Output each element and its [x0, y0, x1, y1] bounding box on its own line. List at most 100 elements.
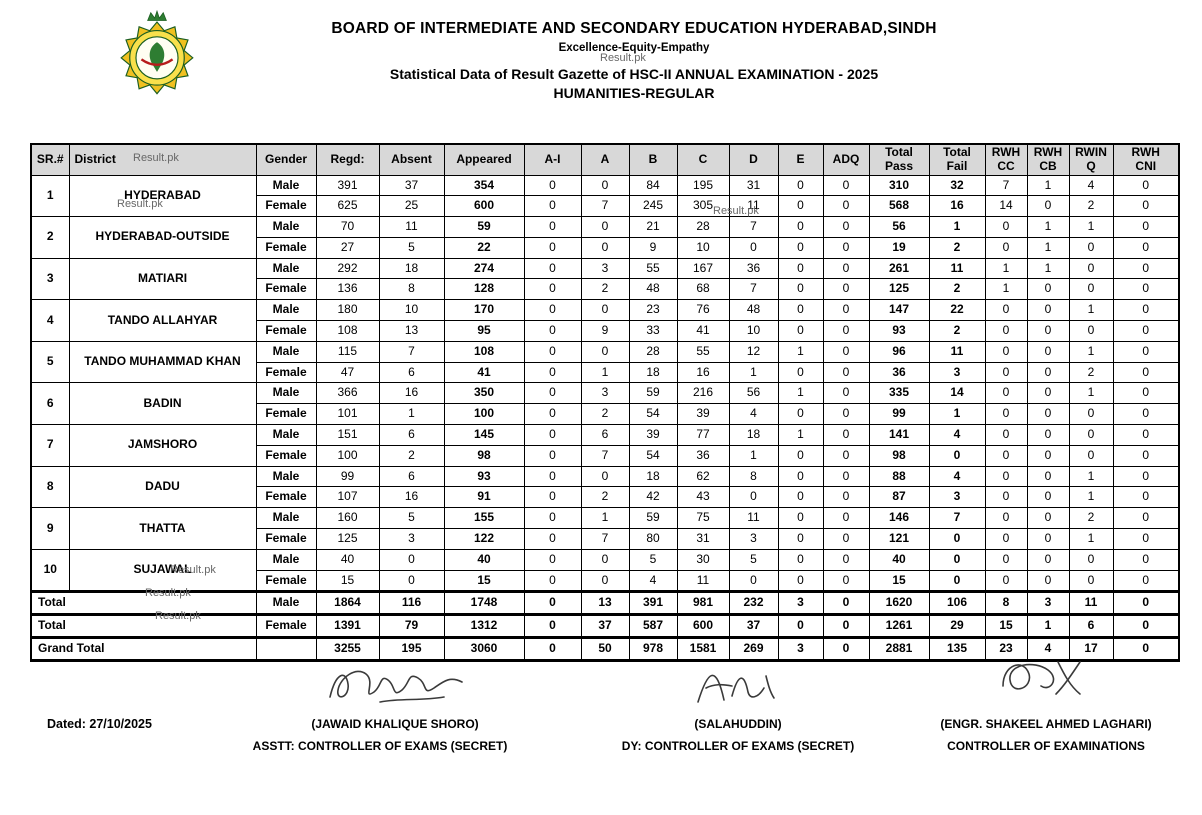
- value-cell: 0: [984, 340, 1028, 363]
- value-cell: 2: [1068, 361, 1114, 384]
- column-header: Total Pass: [868, 143, 930, 176]
- value-cell: 0: [728, 486, 779, 509]
- gender-cell: Female: [255, 569, 317, 593]
- value-cell: 18: [628, 361, 678, 384]
- column-header: ADQ: [822, 143, 870, 176]
- signatory-title: DY: CONTROLLER OF EXAMS (SECRET): [621, 739, 855, 753]
- signatory-title: CONTROLLER OF EXAMINATIONS: [947, 739, 1145, 753]
- value-cell: 1: [1026, 257, 1070, 280]
- value-cell: 1: [580, 507, 630, 530]
- value-cell: 0: [1068, 548, 1114, 571]
- value-cell: 0: [1026, 569, 1070, 593]
- value-cell: 0: [523, 444, 582, 467]
- district-row-male: 10 SUJAWAL Male 40 0 40 0 0 5 30 5 0 0 40 0 0 0 0 0: [30, 548, 1180, 593]
- value-cell: 1: [777, 424, 824, 446]
- value-cell: 0: [822, 299, 870, 322]
- sr-cell: 10: [30, 548, 70, 593]
- value-cell: 12: [728, 340, 779, 363]
- board-logo-icon: [120, 9, 194, 95]
- column-header: RWH CB: [1026, 143, 1070, 176]
- watermark: Result.pk: [600, 52, 646, 64]
- value-cell: 59: [443, 216, 525, 238]
- value-cell: 0: [1112, 569, 1180, 593]
- value-cell: 3: [928, 361, 986, 384]
- value-cell: 587: [628, 613, 678, 640]
- column-header: Gender: [255, 143, 317, 176]
- value-cell: 37: [580, 613, 630, 640]
- value-cell: 0: [523, 195, 582, 218]
- value-cell: 0: [777, 465, 824, 488]
- value-cell: 0: [822, 465, 870, 488]
- value-cell: 305: [676, 195, 730, 218]
- column-header: E: [777, 143, 824, 176]
- value-cell: 0: [822, 444, 870, 467]
- value-cell: 0: [984, 424, 1028, 446]
- column-header: RWH CC: [984, 143, 1028, 176]
- value-cell: 232: [728, 590, 779, 617]
- district-row-female: Female 108 13 95 0 9 33 41 10 0 0 93 2 0 0 0 0: [31, 320, 1180, 342]
- value-cell: 100: [443, 403, 525, 426]
- value-cell: 195: [676, 174, 730, 197]
- value-cell: 54: [628, 403, 678, 426]
- value-cell: 96: [868, 340, 930, 363]
- column-header: B: [628, 143, 678, 176]
- value-cell: 0: [1068, 424, 1114, 446]
- value-cell: 99: [868, 403, 930, 426]
- district-row-male: 3 MATIARI Male 292 18 274 0 3 55 167 36 0 0 261 11 1 1 0 0: [30, 257, 1180, 301]
- value-cell: 87: [868, 486, 930, 509]
- value-cell: 0: [1112, 361, 1180, 384]
- value-cell: 0: [777, 403, 824, 426]
- board-title: BOARD OF INTERMEDIATE AND SECONDARY EDUC…: [331, 20, 937, 37]
- value-cell: 4: [728, 403, 779, 426]
- value-cell: 5: [728, 548, 779, 571]
- watermark: Result.pk: [133, 152, 179, 164]
- value-cell: 40: [868, 548, 930, 571]
- total-row: Total Female 1391 79 1312 0 37 587 600 37 0 0 1261 29…: [30, 613, 1180, 640]
- board-motto: Excellence-Equity-Empathy: [558, 42, 710, 54]
- value-cell: 1: [1068, 382, 1114, 405]
- gender-cell: Female: [255, 403, 317, 426]
- gender-cell: Female: [255, 528, 317, 550]
- value-cell: 31: [676, 528, 730, 550]
- value-cell: 0: [777, 236, 824, 259]
- value-cell: 0: [984, 361, 1028, 384]
- value-cell: 1620: [868, 590, 930, 617]
- value-cell: 0: [1112, 257, 1180, 280]
- value-cell: 88: [868, 465, 930, 488]
- value-cell: 0: [984, 299, 1028, 322]
- value-cell: 1864: [315, 590, 380, 617]
- value-cell: 3: [378, 528, 445, 550]
- value-cell: 0: [1112, 236, 1180, 259]
- value-cell: 18: [378, 257, 445, 280]
- value-cell: 0: [984, 528, 1028, 550]
- gender-cell: Male: [255, 174, 317, 197]
- value-cell: 0: [984, 569, 1028, 593]
- watermark: Result.pk: [117, 198, 163, 210]
- value-cell: 79: [378, 613, 445, 640]
- value-cell: 3255: [315, 636, 380, 662]
- value-cell: 0: [822, 424, 870, 446]
- value-cell: 2: [580, 486, 630, 509]
- value-cell: 31: [728, 174, 779, 197]
- value-cell: 195: [378, 636, 445, 662]
- value-cell: 0: [984, 403, 1028, 426]
- value-cell: 106: [928, 590, 986, 617]
- value-cell: 1: [984, 278, 1028, 301]
- value-cell: 0: [1026, 444, 1070, 467]
- value-cell: 8: [728, 465, 779, 488]
- value-cell: 0: [1112, 590, 1180, 617]
- value-cell: 3: [777, 590, 824, 617]
- value-cell: 15: [984, 613, 1028, 640]
- value-cell: 0: [1026, 195, 1070, 218]
- value-cell: 0: [1112, 195, 1180, 218]
- value-cell: 59: [628, 507, 678, 530]
- value-cell: 9: [628, 236, 678, 259]
- value-cell: 1: [777, 340, 824, 363]
- signatory-title: ASSTT: CONTROLLER OF EXAMS (SECRET): [252, 739, 508, 753]
- sr-cell: 8: [30, 465, 70, 509]
- value-cell: 600: [676, 613, 730, 640]
- value-cell: 7: [728, 278, 779, 301]
- gender-cell: Female: [255, 486, 317, 509]
- gender-cell: Male: [255, 465, 317, 488]
- value-cell: 5: [378, 507, 445, 530]
